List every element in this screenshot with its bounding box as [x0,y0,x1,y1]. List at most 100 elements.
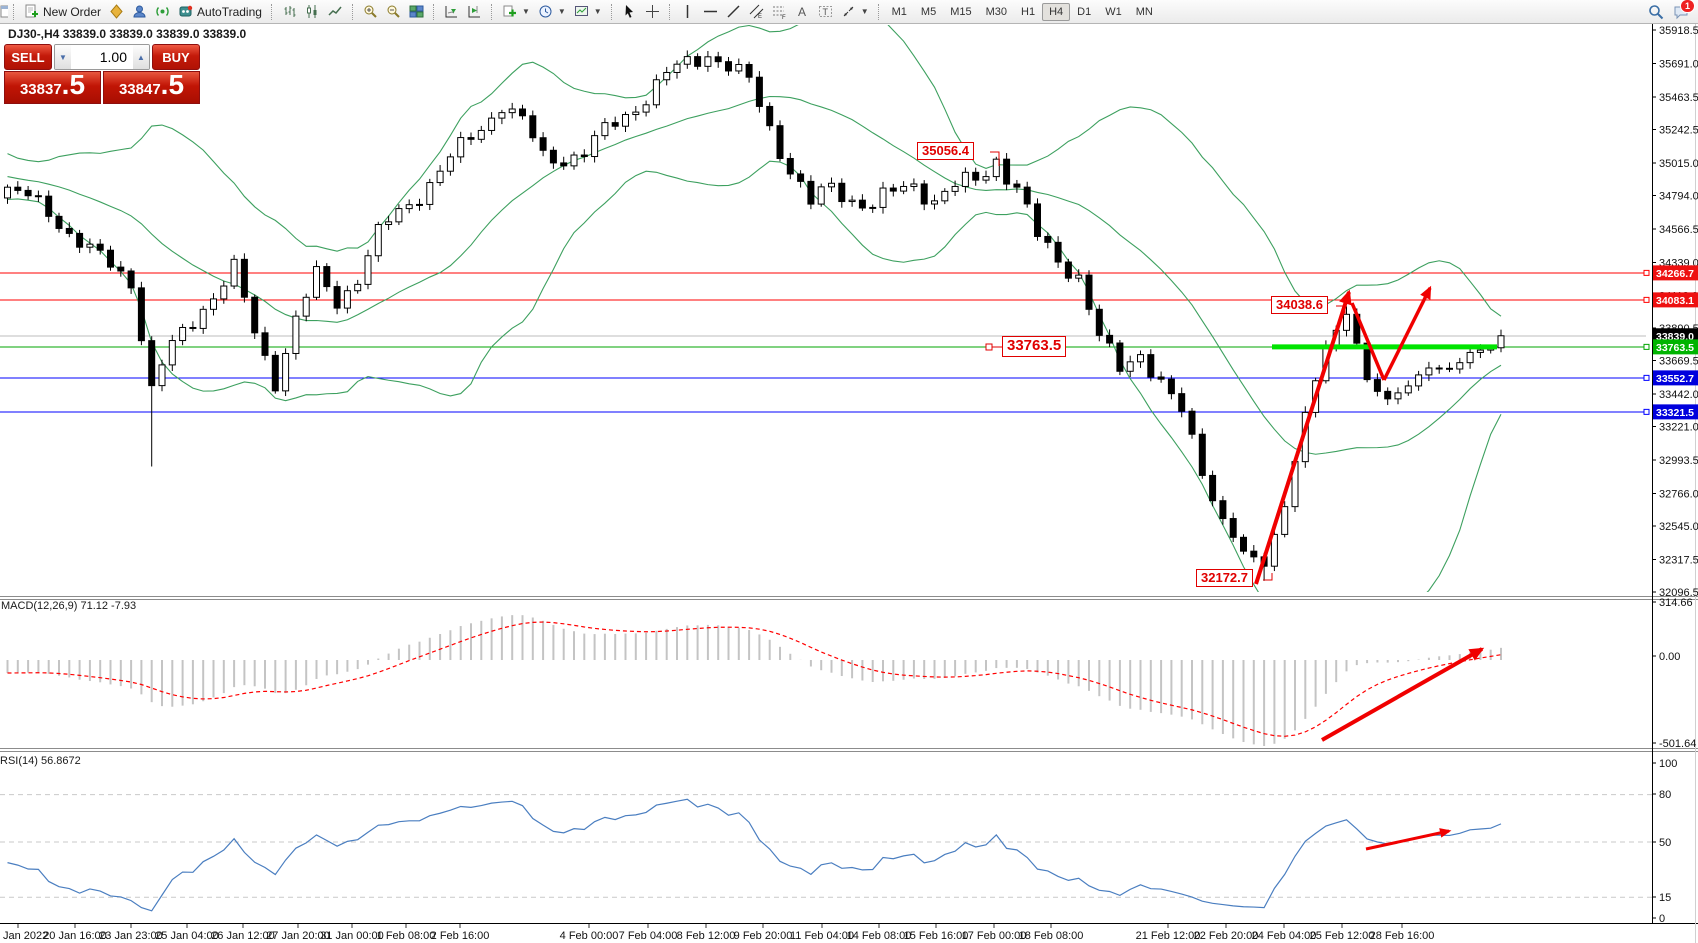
annotation-33763[interactable]: 33763.5 [1002,336,1067,357]
timeframe-h4[interactable]: H4 [1042,2,1071,21]
dropdown-caret-icon: ▼ [860,7,869,16]
svg-text:34566.5: 34566.5 [1659,224,1698,236]
tile-windows-button[interactable] [405,2,428,22]
vertical-line-icon [680,4,695,19]
add-indicator-button[interactable]: ▼ [498,2,534,22]
line-chart-button[interactable] [324,2,347,22]
level-handle[interactable] [1643,296,1650,303]
volume-decrease-button[interactable]: ▼ [55,45,71,69]
crosshair-icon [645,4,660,19]
level-handle[interactable] [1643,374,1650,381]
annotation-35056[interactable]: 35056.4 [917,142,974,161]
svg-text:14 Feb 08:00: 14 Feb 08:00 [847,930,912,942]
svg-text:26 Jan 12:00: 26 Jan 12:00 [211,930,275,942]
timeframe-m15[interactable]: M15 [950,5,972,18]
autoscroll-icon [444,4,459,19]
separator [270,3,273,20]
svg-text:E: E [758,14,762,19]
chart-shift-icon [467,4,482,19]
candlestick-chart-button[interactable] [301,2,324,22]
timeframe-w1[interactable]: W1 [1105,5,1122,18]
breakout-arrow-head [1420,285,1432,300]
fibonacci-button[interactable]: F [768,2,791,22]
new-order-button[interactable]: New Order [20,2,105,22]
svg-text:25 Jan 04:00: 25 Jan 04:00 [155,930,219,942]
dropdown-caret-icon: ▼ [557,7,566,16]
rsi-trend-arrow[interactable] [1365,829,1450,851]
timeframe-m30[interactable]: M30 [985,5,1008,18]
autoscroll-button[interactable] [440,2,463,22]
pullback-line[interactable] [1350,302,1386,381]
autotrading-label: AutoTrading [197,4,262,19]
svg-text:32766.0: 32766.0 [1659,489,1698,501]
buy-price[interactable]: 33847 .5 [103,71,200,104]
annotation-34038[interactable]: 34038.6 [1271,296,1328,315]
templates-button[interactable]: ▼ [570,2,606,22]
gold-badge-button[interactable] [105,2,128,22]
periods-button[interactable]: ▼ [534,2,570,22]
level-handle[interactable] [1643,408,1650,415]
shapes-button[interactable]: ▼ [837,2,873,22]
svg-text:22 Feb 20:00: 22 Feb 20:00 [1194,930,1259,942]
user-profile-button[interactable] [128,2,151,22]
broadcast-button[interactable] [151,2,174,22]
rally-trend-arrow-head [1339,289,1352,306]
svg-text:32317.5: 32317.5 [1659,555,1698,567]
trend-arrows[interactable] [1254,285,1485,851]
user-profile-icon [132,4,147,19]
dropdown-caret-icon: ▼ [521,7,530,16]
text-label-icon: T [818,4,833,19]
annotation-32172[interactable]: 32172.7 [1196,569,1253,588]
crosshair-button[interactable] [641,2,664,22]
timeframe-mn[interactable]: MN [1135,5,1153,18]
vertical-line-button[interactable] [676,2,699,22]
level-handle[interactable] [1643,269,1650,276]
volume-stepper: ▼ ▲ [54,44,150,70]
bar-chart-button[interactable] [278,2,301,22]
notification-badge: 1 [1679,0,1695,13]
rsi-indicator-label: RSI(14) 56.8672 [0,755,81,767]
rally-trend-arrow[interactable] [1254,291,1351,585]
trendline-button[interactable] [722,2,745,22]
zoom-in-button[interactable] [359,2,382,22]
svg-text:0: 0 [1659,913,1665,925]
cursor-button[interactable] [618,2,641,22]
gold-badge-icon [109,4,124,19]
svg-text:34794.0: 34794.0 [1659,190,1698,202]
autotrading-button[interactable]: AutoTrading [174,2,266,22]
breakout-arrow[interactable] [1382,287,1432,381]
buy-button[interactable]: BUY [152,44,200,70]
chart-shift-button[interactable] [463,2,486,22]
dropdown-caret-icon: ▼ [593,7,602,16]
sell-price[interactable]: 33837 .5 [4,71,101,104]
one-click-trading-panel: SELL ▼ ▲ BUY 33837 .5 33847 .5 [4,44,200,104]
sell-button[interactable]: SELL [4,44,52,70]
level-handle[interactable] [1643,343,1650,350]
timeframe-d1[interactable]: D1 [1077,5,1092,18]
volume-increase-button[interactable]: ▲ [133,45,149,69]
svg-text:0.00: 0.00 [1659,651,1680,663]
notifications-button[interactable]: 1 [1673,0,1695,20]
equidistant-channel-button[interactable]: E [745,2,768,22]
volume-input[interactable] [71,45,133,69]
svg-text:314.66: 314.66 [1659,597,1693,609]
svg-text:33221.0: 33221.0 [1659,422,1698,434]
text-button[interactable]: A [791,2,814,22]
timeframe-m5[interactable]: M5 [920,5,937,18]
timeframe-m1[interactable]: M1 [891,5,907,18]
svg-text:9 Feb 20:00: 9 Feb 20:00 [734,930,793,942]
window-icon[interactable] [0,4,8,19]
svg-text:1 Feb 08:00: 1 Feb 08:00 [377,930,436,942]
svg-text:50: 50 [1659,837,1671,849]
zoom-out-button[interactable] [382,2,405,22]
text-label-button[interactable]: T [814,2,837,22]
macd-trend-arrow[interactable] [1321,647,1483,742]
timeframe-h1[interactable]: H1 [1021,5,1036,18]
search-icon[interactable] [1648,4,1664,20]
bb-middle-band [7,95,1502,455]
price-axis[interactable]: 35918.5 35691.0 35463.5 35242.5 35015.0 34794… [1652,25,1698,599]
horizontal-line-button[interactable] [699,2,722,22]
periods-clock-icon [538,4,553,19]
